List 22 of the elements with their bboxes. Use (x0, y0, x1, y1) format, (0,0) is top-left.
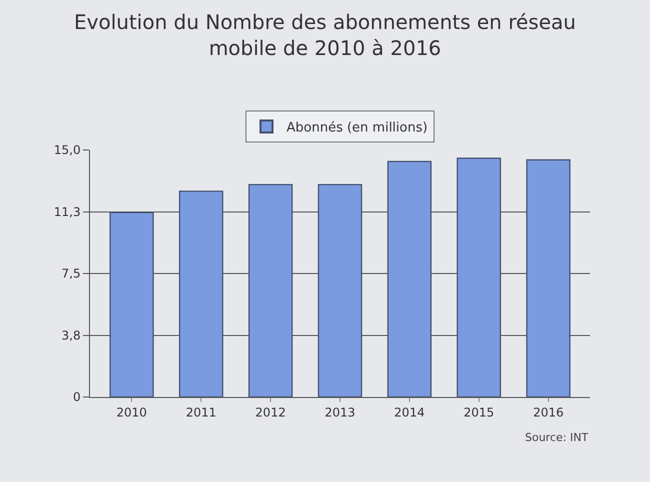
x-tick-label: 2015 (464, 405, 494, 420)
bar (387, 160, 432, 397)
x-tick-label: 2013 (324, 405, 356, 420)
bar (456, 158, 502, 397)
x-tick-label: 2016 (533, 405, 564, 420)
x-tick-label: 2011 (186, 405, 216, 420)
legend-label: Abonnés (en millions) (286, 120, 428, 136)
chart-title: Evolution du Nombre des abonnements en réseau mobile de 2010 à 2016 (74, 10, 576, 60)
bar (526, 159, 570, 397)
bar (248, 184, 293, 397)
bar (178, 190, 224, 397)
y-tick-label: 7,5 (62, 266, 81, 281)
y-tick-label: 3,8 (62, 328, 81, 342)
x-tick-label: 2012 (255, 405, 286, 420)
y-tick-label: 11,3 (54, 204, 81, 219)
bar (110, 212, 154, 397)
source-note: Source: INT (525, 431, 588, 444)
x-tick-label: 2010 (116, 405, 147, 420)
y-tick-label: 0 (72, 390, 81, 404)
y-tick-label: 15,0 (54, 143, 81, 158)
bar (318, 184, 362, 397)
x-tick-label: 2014 (394, 405, 425, 420)
